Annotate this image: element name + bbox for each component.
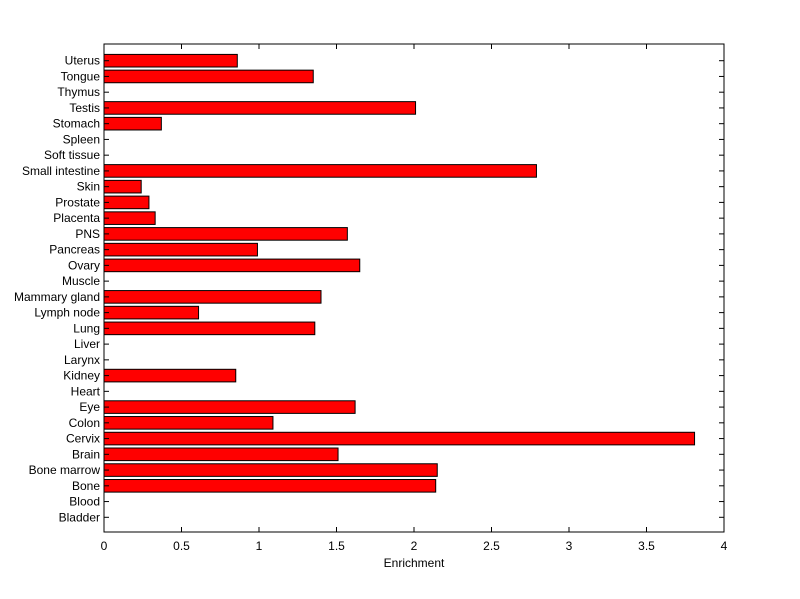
y-tick-label-kidney: Kidney: [63, 369, 100, 383]
bar-placenta: [103, 211, 156, 225]
y-tick-label-lung: Lung: [73, 321, 100, 335]
bar-bone: [103, 479, 437, 493]
y-tick-label-cervix: Cervix: [66, 432, 100, 446]
y-tick-label-thymus: Thymus: [57, 85, 100, 99]
y-tick-label-larynx: Larynx: [64, 353, 100, 367]
bar-bone-marrow: [103, 463, 438, 477]
bar-mammary-gland: [103, 290, 322, 304]
x-tick-label: 2.5: [483, 539, 500, 553]
x-tick-label: 1.5: [328, 539, 345, 553]
bar-lymph-node: [103, 305, 200, 320]
y-tick-label-testis: Testis: [69, 101, 100, 115]
bar-tongue: [103, 69, 314, 84]
y-tick-label-pancreas: Pancreas: [49, 243, 100, 257]
bar-eye: [103, 400, 356, 414]
y-tick-label-lymph-node: Lymph node: [34, 306, 100, 320]
bar-stomach: [103, 116, 162, 131]
y-tick-label-muscle: Muscle: [62, 274, 100, 288]
y-tick-label-bone: Bone: [72, 479, 100, 493]
bar-prostate: [103, 195, 150, 210]
x-tick-label: 3.5: [638, 539, 655, 553]
x-tick-label: 3: [566, 539, 573, 553]
y-tick-label-spleen: Spleen: [63, 132, 100, 146]
y-tick-label-soft-tissue: Soft tissue: [44, 148, 100, 162]
bar-lung: [103, 321, 316, 336]
y-tick-label-ovary: Ovary: [68, 258, 100, 272]
bar-skin: [103, 179, 142, 194]
x-tick-label: 0.5: [173, 539, 190, 553]
y-tick-label-colon: Colon: [69, 416, 100, 430]
y-tick-label-placenta: Placenta: [53, 211, 100, 225]
bar-pancreas: [103, 242, 258, 257]
bar-testis: [103, 101, 417, 115]
y-tick-label-eye: Eye: [79, 400, 100, 414]
x-axis-label: Enrichment: [384, 556, 445, 570]
x-tick-label: 4: [721, 539, 728, 553]
bar-ovary: [103, 258, 361, 273]
y-tick-label-bladder: Bladder: [59, 510, 100, 524]
y-tick-label-pns: PNS: [75, 227, 100, 241]
bar-brain: [103, 447, 339, 462]
bar-cervix: [103, 431, 696, 446]
y-tick-label-stomach: Stomach: [53, 117, 100, 131]
y-tick-label-skin: Skin: [77, 180, 100, 194]
y-tick-label-bone-marrow: Bone marrow: [29, 463, 101, 477]
x-tick-label: 1: [256, 539, 263, 553]
y-tick-label-blood: Blood: [69, 495, 100, 509]
y-tick-label-tongue: Tongue: [61, 69, 101, 83]
y-tick-label-heart: Heart: [71, 384, 101, 398]
y-tick-label-uterus: Uterus: [65, 54, 100, 68]
x-tick-label: 0: [101, 539, 108, 553]
x-tick-label: 2: [411, 539, 418, 553]
bar-small-intestine: [103, 164, 537, 178]
y-tick-label-prostate: Prostate: [55, 195, 100, 209]
y-tick-label-liver: Liver: [74, 337, 100, 351]
y-tick-label-mammary-gland: Mammary gland: [14, 290, 100, 304]
y-tick-label-brain: Brain: [72, 447, 100, 461]
y-tick-label-small-intestine: Small intestine: [22, 164, 100, 178]
plot-frame: [103, 43, 725, 533]
bar-pns: [103, 227, 348, 241]
bar-uterus: [103, 53, 238, 68]
bar-colon: [103, 416, 274, 430]
bar-kidney: [103, 368, 237, 383]
